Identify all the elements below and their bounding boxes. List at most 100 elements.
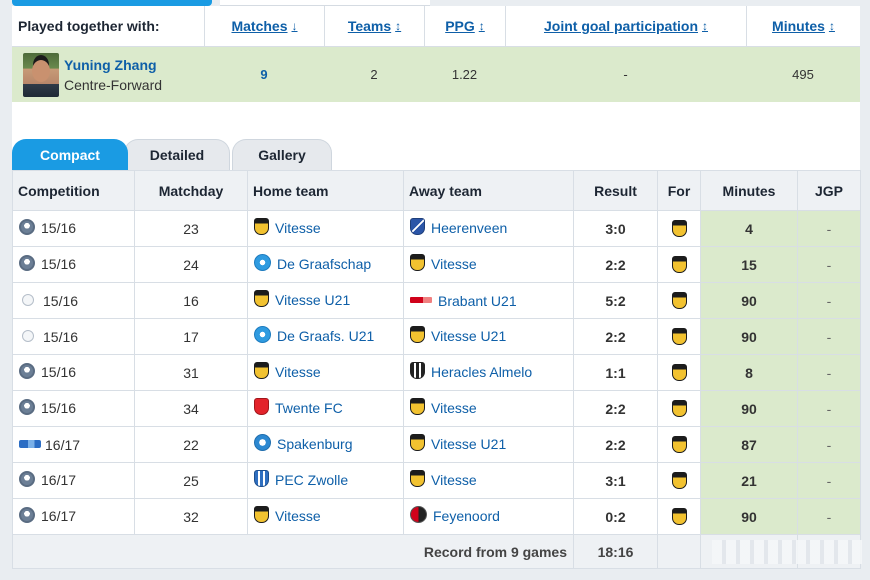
graafschap-crest-icon[interactable] xyxy=(254,326,271,344)
away-team-cell: Heracles Almelo xyxy=(403,354,574,391)
home-team-link[interactable]: Vitesse xyxy=(275,219,321,236)
away-team-link[interactable]: Vitesse U21 xyxy=(431,435,507,452)
vitesse-crest-icon[interactable] xyxy=(671,328,687,346)
competition-cell: 15/16 xyxy=(12,282,135,319)
vitesse-crest-icon[interactable] xyxy=(254,506,269,524)
played-together-label: Played together with: xyxy=(18,18,160,34)
result-link[interactable]: 3:0 xyxy=(573,210,658,247)
result-link[interactable]: 2:2 xyxy=(573,318,658,355)
graafschap-crest-icon[interactable] xyxy=(254,254,271,272)
jgp-value: - xyxy=(797,498,861,535)
vitesse-crest-icon[interactable] xyxy=(410,398,425,416)
vitesse-crest-icon[interactable] xyxy=(671,472,687,490)
spakenburg-crest-icon[interactable] xyxy=(254,434,271,452)
away-team-link[interactable]: Vitesse U21 xyxy=(431,327,507,344)
home-team-link[interactable]: Twente FC xyxy=(275,399,343,416)
result-link[interactable]: 2:2 xyxy=(573,246,658,283)
table-row: 15/16 24 De Graafschap Vitesse 2:2 15 - xyxy=(12,246,861,283)
vitesse-crest-icon[interactable] xyxy=(671,436,687,454)
heracles-crest-icon[interactable] xyxy=(410,362,425,380)
competition-cell: 15/16 xyxy=(12,354,135,391)
away-team-link[interactable]: Brabant U21 xyxy=(438,292,517,309)
ppg-header: PPG xyxy=(445,18,475,34)
played-together-panel: Played together with: Matches ↓ Teams ↕ … xyxy=(12,6,860,102)
sort-minutes-link[interactable]: Minutes ↕ xyxy=(746,6,860,46)
vitesse-crest-icon[interactable] xyxy=(410,254,425,272)
player-matches[interactable]: 9 xyxy=(260,67,268,82)
eredivisie-icon[interactable] xyxy=(19,255,35,272)
home-team-link[interactable]: Vitesse xyxy=(275,507,321,524)
sort-down-icon: ↓ xyxy=(291,19,298,33)
eredivisie-icon[interactable] xyxy=(19,399,35,416)
home-team-header: Home team xyxy=(247,170,404,211)
teams-header: Teams xyxy=(347,18,392,34)
away-team-cell: Vitesse xyxy=(403,390,574,427)
vitesse-crest-icon[interactable] xyxy=(671,256,687,274)
matchday: 31 xyxy=(134,354,248,391)
home-team-link[interactable]: De Graafschap xyxy=(277,255,372,272)
result-link[interactable]: 0:2 xyxy=(573,498,658,535)
season: 15/16 xyxy=(43,292,79,309)
brabant-crest-icon[interactable] xyxy=(410,296,432,303)
sort-teams-link[interactable]: Teams ↕ xyxy=(324,6,424,46)
result-link[interactable]: 3:1 xyxy=(573,462,658,499)
home-team-link[interactable]: De Graafs. U21 xyxy=(277,327,375,344)
home-team-link[interactable]: Vitesse U21 xyxy=(275,291,351,308)
table-row: 15/16 17 De Graafs. U21 Vitesse U21 2:2 … xyxy=(12,318,861,355)
away-team-cell: Brabant U21 xyxy=(403,282,574,319)
eredivisie-icon[interactable] xyxy=(19,363,35,380)
minutes-col-header: Minutes xyxy=(700,170,798,211)
away-team-link[interactable]: Vitesse xyxy=(431,255,477,272)
vitesse-crest-icon[interactable] xyxy=(254,218,269,236)
tab-gallery[interactable]: Gallery xyxy=(232,139,332,170)
player-avatar[interactable] xyxy=(23,52,59,97)
vitesse-crest-icon[interactable] xyxy=(671,292,687,310)
vitesse-crest-icon[interactable] xyxy=(410,470,425,488)
vitesse-crest-icon[interactable] xyxy=(410,326,425,344)
jgp-value: - xyxy=(797,246,861,283)
vitesse-crest-icon[interactable] xyxy=(254,290,269,308)
season: 15/16 xyxy=(41,219,77,236)
result-link[interactable]: 5:2 xyxy=(573,282,658,319)
result-link[interactable]: 2:2 xyxy=(573,426,658,463)
player-name-link[interactable]: Yuning Zhang xyxy=(64,56,157,73)
away-team-link[interactable]: Vitesse xyxy=(431,399,477,416)
away-team-link[interactable]: Heracles Almelo xyxy=(431,363,533,380)
u21-league-icon[interactable] xyxy=(22,329,34,342)
away-team-link[interactable]: Heerenveen xyxy=(431,219,508,236)
twente-crest-icon[interactable] xyxy=(254,398,269,416)
away-team-link[interactable]: Feyenoord xyxy=(433,507,500,524)
tab-compact[interactable]: Compact xyxy=(12,139,128,170)
away-team-link[interactable]: Vitesse xyxy=(431,471,477,488)
vitesse-crest-icon[interactable] xyxy=(671,364,687,382)
heerenveen-crest-icon[interactable] xyxy=(410,218,425,236)
home-team-cell: Vitesse U21 xyxy=(247,282,404,319)
vitesse-crest-icon[interactable] xyxy=(671,220,687,238)
sort-matches-link[interactable]: Matches ↓ xyxy=(204,6,324,46)
feyenoord-crest-icon[interactable] xyxy=(410,506,427,524)
result-link[interactable]: 2:2 xyxy=(573,390,658,427)
table-row: 15/16 23 Vitesse Heerenveen 3:0 4 - xyxy=(12,210,861,247)
pec-zwolle-crest-icon[interactable] xyxy=(254,470,269,488)
eredivisie-icon[interactable] xyxy=(19,219,35,236)
home-team-cell: Twente FC xyxy=(247,390,404,427)
eredivisie-icon[interactable] xyxy=(19,471,35,488)
matches-table: Competition Matchday Home team Away team… xyxy=(12,170,861,569)
home-team-link[interactable]: PEC Zwolle xyxy=(275,471,349,488)
sort-jgp-link[interactable]: Joint goal participation ↕ xyxy=(505,6,746,46)
vitesse-crest-icon[interactable] xyxy=(410,434,425,452)
tweede-divisie-icon[interactable] xyxy=(19,439,41,448)
vitesse-crest-icon[interactable] xyxy=(671,400,687,418)
player-jgp: - xyxy=(623,67,628,82)
u21-league-icon[interactable] xyxy=(22,293,34,306)
result-link[interactable]: 1:1 xyxy=(573,354,658,391)
home-team-link[interactable]: Vitesse xyxy=(275,363,321,380)
eredivisie-icon[interactable] xyxy=(19,507,35,524)
vitesse-crest-icon[interactable] xyxy=(671,508,687,526)
home-team-link[interactable]: Spakenburg xyxy=(277,435,353,452)
vitesse-crest-icon[interactable] xyxy=(254,362,269,380)
player-position: Centre-Forward xyxy=(64,76,163,93)
tab-detailed[interactable]: Detailed xyxy=(124,139,230,170)
competition-cell: 15/16 xyxy=(12,390,135,427)
sort-ppg-link[interactable]: PPG ↕ xyxy=(424,6,505,46)
